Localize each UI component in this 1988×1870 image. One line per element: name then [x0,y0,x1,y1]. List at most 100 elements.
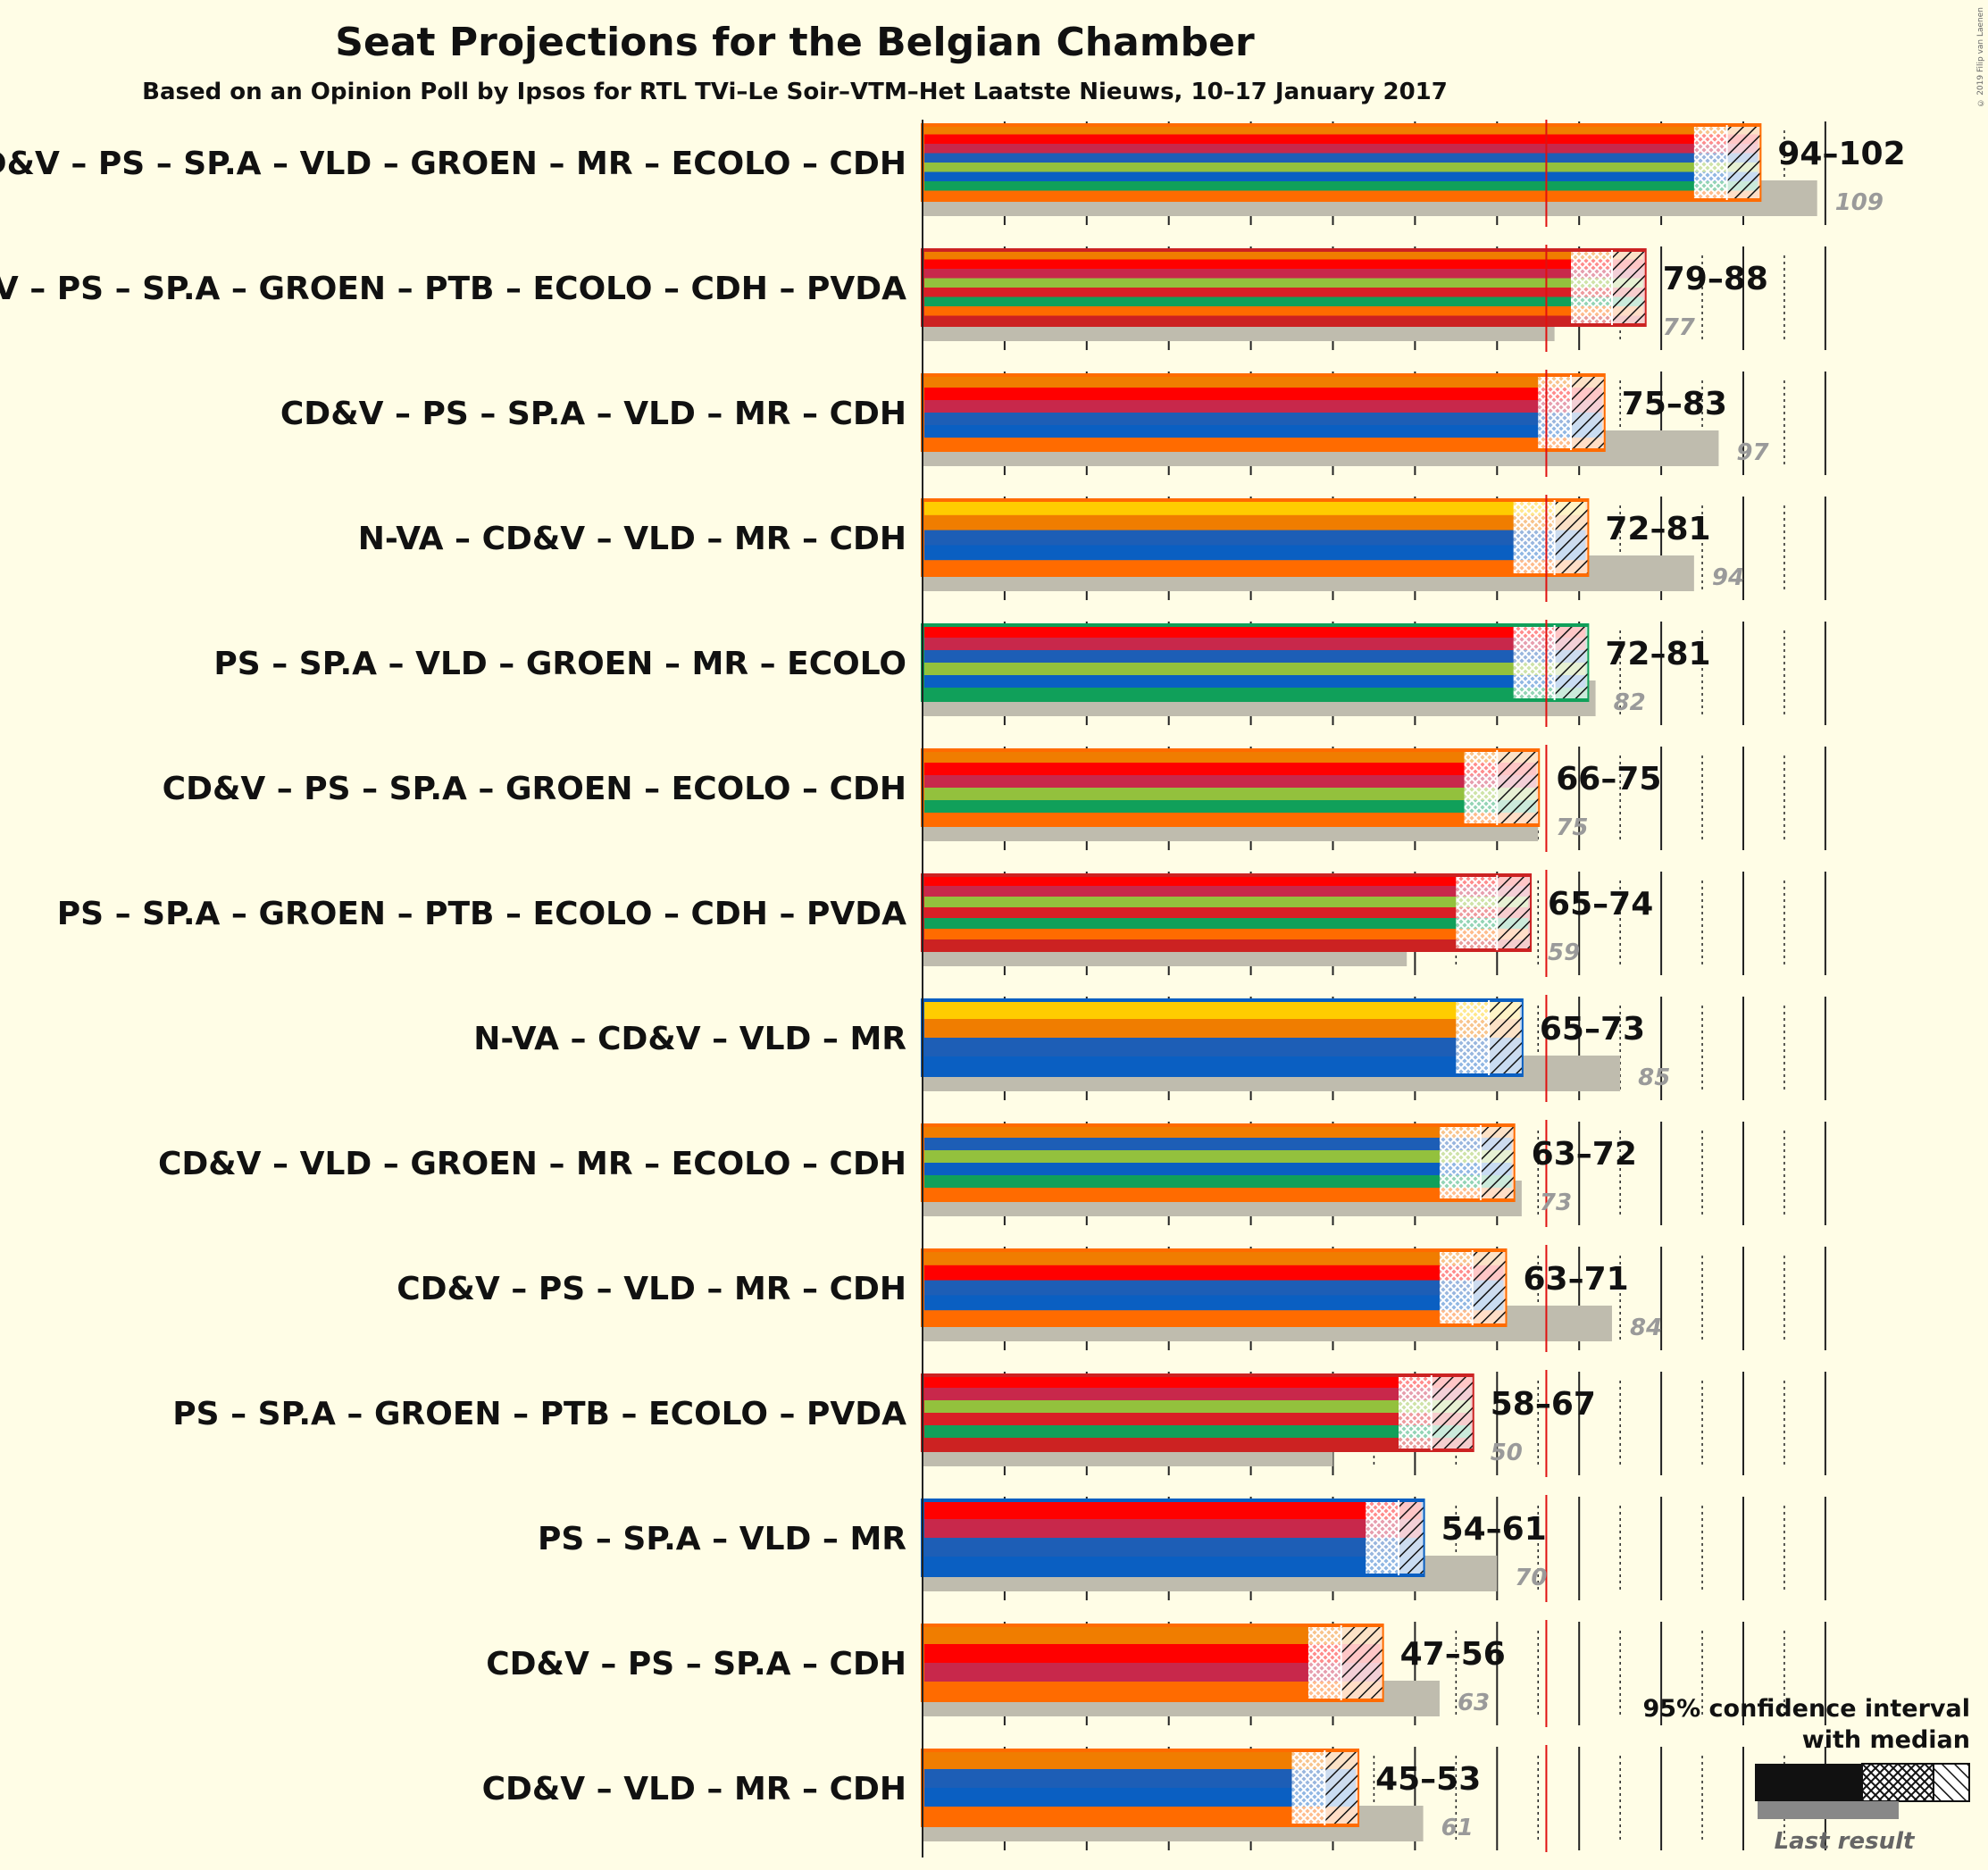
coalition-label: CD&V – PS – SP.A – VLD – GROEN – MR – EC… [0,146,906,182]
party-stripe [923,1663,1382,1682]
range-label: 54–61 [1441,1511,1547,1548]
last-result-label: 77 [1663,314,1696,341]
last-result-label: 50 [1491,1440,1523,1466]
party-stripe [923,638,1588,651]
ci-lower-segment [1693,127,1727,198]
coalition-row: CD&V – PS – SP.A – CDH 47–56 63 [486,1620,1826,1727]
ci-lower-segment [1456,877,1498,948]
legend-crosshatch [1861,1763,1934,1802]
party-stripe [923,181,1760,192]
last-result-label: 84 [1630,1315,1662,1341]
ci-upper-segment [1431,1377,1473,1448]
party-stripe [923,1265,1506,1281]
party-stripe [923,1310,1506,1326]
party-stripe [923,1538,1424,1557]
party-stripe [923,1400,1473,1414]
party-stripe [923,545,1588,561]
ci-upper-segment [1324,1752,1358,1824]
party-stripe [923,153,1760,163]
party-stripe [923,1625,1382,1645]
coalition-label: CD&V – PS – SP.A – GROEN – ECOLO – CDH [163,771,906,807]
party-stripe [923,918,1531,930]
party-stripe [923,1019,1522,1039]
party-stripe [923,929,1531,940]
party-stripe [923,1413,1473,1426]
party-stripe [923,1280,1506,1296]
party-stripe [923,315,1645,326]
party-stripe [923,171,1760,182]
coalition-label: N-VA – CD&V – VLD – MR [473,1021,906,1057]
party-stripe [923,560,1588,576]
party-stripe [923,288,1645,298]
coalition-row: CD&V – PS – SP.A – VLD – MR – CDH 75–83 97 [280,370,1826,477]
party-stripe [923,1557,1424,1576]
party-stripe [923,190,1760,201]
coalition-label: CD&V – VLD – GROEN – MR – ECOLO – CDH [158,1146,906,1182]
legend-hatch [1933,1763,1970,1802]
party-stripe [923,897,1531,908]
projection-bar [921,373,1606,452]
party-stripe [923,1163,1514,1176]
party-stripe [923,1807,1358,1826]
ci-lower-segment [1439,1127,1481,1198]
party-stripe [923,1438,1473,1451]
coalition-row: CD&V – PS – SP.A – VLD – GROEN – MR – EC… [0,120,1906,227]
range-label: 75–83 [1622,386,1727,422]
party-stripe [923,1150,1514,1164]
party-stripe [923,1125,1514,1139]
ci-upper-segment [1497,877,1531,948]
coalition-label: PS – SP.A – GROEN – PTB – ECOLO – PVDA [172,1396,906,1432]
last-result-label: 94 [1712,564,1744,591]
party-stripe [923,375,1604,388]
ci-upper-segment [1472,1252,1506,1323]
last-result-label: 109 [1835,189,1884,216]
party-stripe [923,1769,1358,1789]
party-stripe [923,1000,1522,1020]
party-stripe [923,125,1760,136]
ci-upper-segment [1611,252,1645,323]
range-label: 63–71 [1523,1261,1628,1298]
range-label: 45–53 [1375,1761,1481,1798]
party-stripe [923,259,1645,270]
party-stripe [923,1519,1424,1539]
last-result-label: 59 [1548,939,1580,966]
party-stripe [923,775,1539,789]
party-stripe [923,886,1531,897]
party-stripe [923,1644,1382,1664]
party-stripe [923,1038,1522,1057]
party-stripe [923,500,1588,516]
party-stripe [923,675,1588,689]
projection-bar [921,873,1533,952]
last-result-label: 85 [1638,1064,1670,1091]
ci-lower-segment [1307,1627,1341,1699]
party-stripe [923,514,1588,531]
party-stripe [923,1682,1382,1701]
range-label: 63–72 [1532,1136,1637,1173]
party-stripe [923,1375,1473,1389]
ci-upper-segment [1554,627,1588,698]
party-stripe [923,907,1531,919]
range-label: 94–102 [1777,136,1905,172]
coalition-row: PS – SP.A – GROEN – PTB – ECOLO – PVDA 58… [172,1370,1826,1477]
ci-lower-segment [1513,502,1555,573]
coalition-row: CD&V – VLD – GROEN – MR – ECOLO – CDH 63–… [158,1120,1826,1227]
ci-lower-segment [1399,1377,1432,1448]
ci-lower-segment [1464,752,1498,823]
party-stripe [923,388,1604,401]
range-label: 65–73 [1540,1011,1645,1048]
coalition-label: PS – SP.A – GROEN – PTB – ECOLO – CDH – … [57,896,906,932]
range-label: 72–81 [1605,511,1710,547]
chart-subtitle: Based on an Opinion Poll by Ipsos for RT… [142,79,1448,105]
party-stripe [923,134,1760,145]
projection-bar [921,998,1524,1077]
legend-line2: with median [1802,1726,1970,1754]
party-stripe [923,800,1539,814]
ci-upper-segment [1571,377,1604,448]
party-stripe [923,269,1645,280]
ci-lower-segment [1513,627,1555,698]
ci-lower-segment [1571,252,1612,323]
coalition-row: PS – SP.A – VLD – MR 54–61 70 [538,1495,1826,1602]
party-stripe [923,144,1760,154]
